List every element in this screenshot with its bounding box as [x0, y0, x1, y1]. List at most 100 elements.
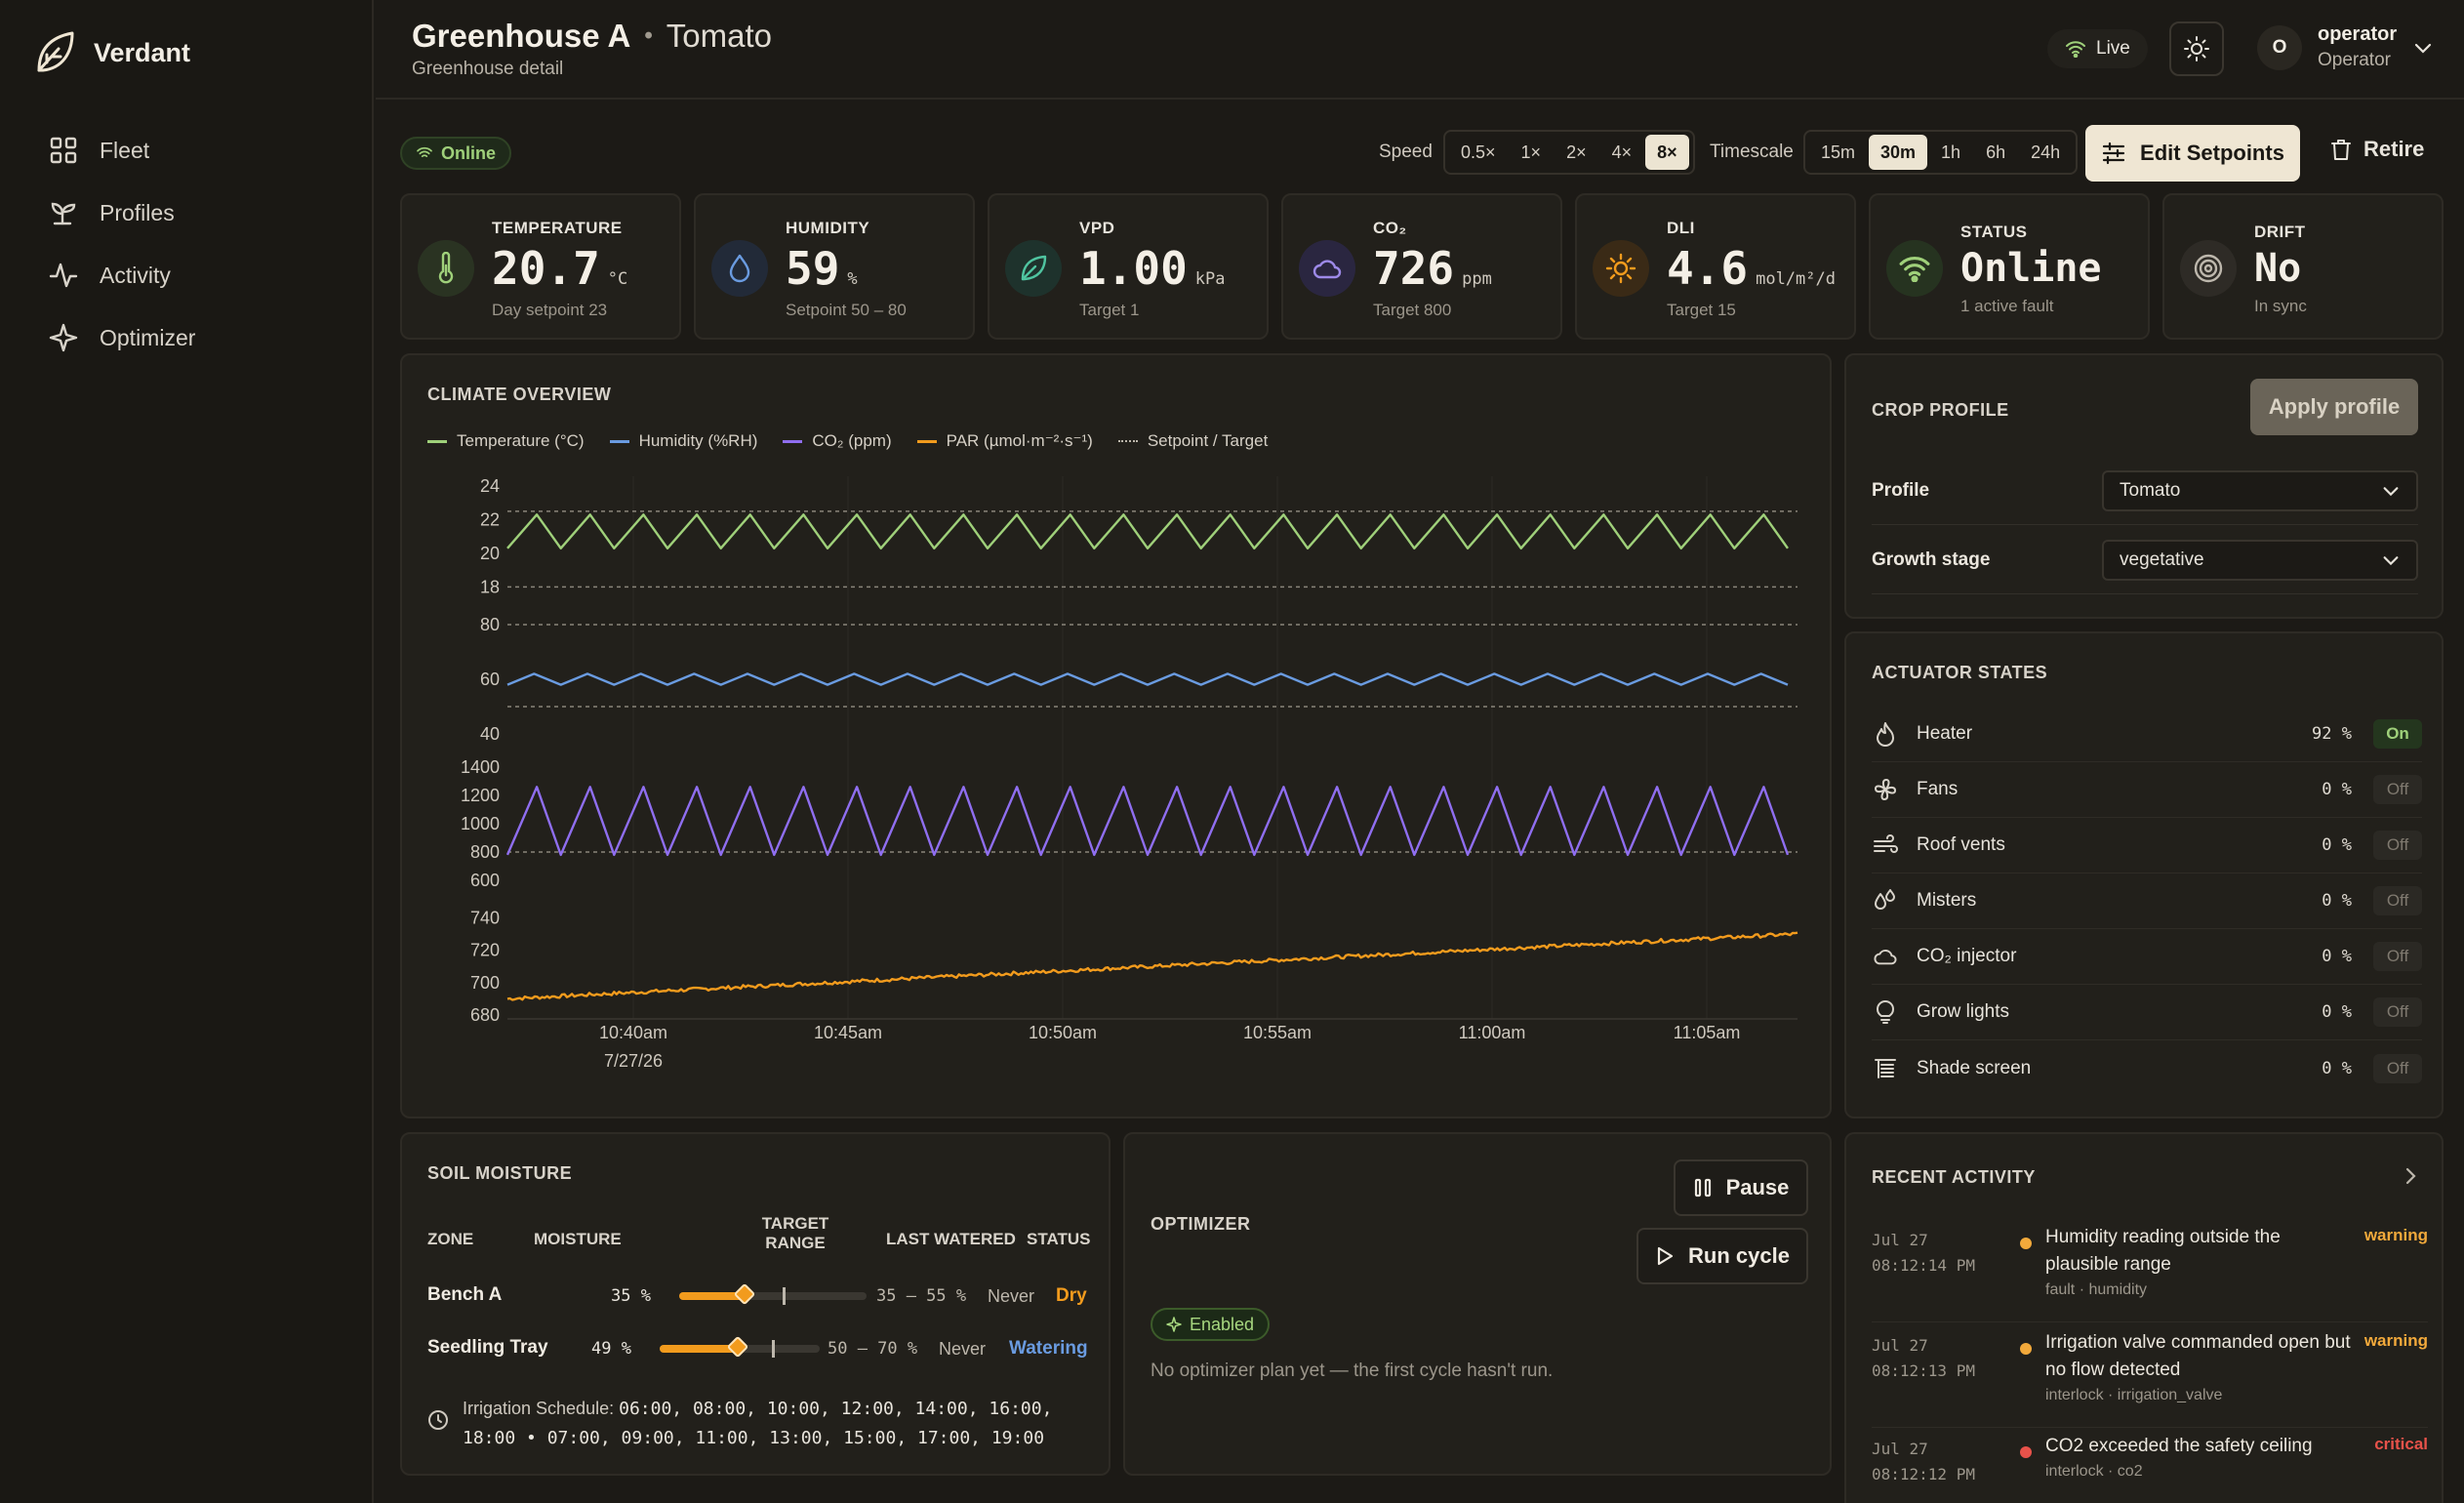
table-row[interactable]: Seedling Tray 49 % 50 – 70 % Never Water…: [427, 1329, 1101, 1368]
sun-icon: [2184, 36, 2209, 61]
legend-item[interactable]: Temperature (°C): [427, 431, 585, 451]
metric-caption: Setpoint 50 – 80: [786, 301, 907, 319]
zone-name: Seedling Tray: [427, 1337, 548, 1358]
speed-option[interactable]: 0.5×: [1461, 142, 1496, 162]
brand-name: Verdant: [94, 37, 191, 67]
timescale-option[interactable]: 15m: [1821, 142, 1856, 162]
list-item[interactable]: Jul 27 08:12:14 PM Humidity reading outsi…: [1872, 1224, 2428, 1321]
sidebar-item-label: Profiles: [100, 199, 175, 225]
chevron-down-icon: [2415, 43, 2432, 54]
run-cycle-label: Run cycle: [1688, 1243, 1790, 1268]
actuator-state-badge: Off: [2373, 775, 2422, 804]
actuator-state-badge: Off: [2373, 1053, 2422, 1083]
sidebar-item-fleet[interactable]: Fleet: [49, 119, 195, 182]
theme-toggle-button[interactable]: [2169, 21, 2224, 76]
edit-setpoints-button[interactable]: Edit Setpoints: [2085, 125, 2300, 182]
timescale-option[interactable]: 6h: [1986, 142, 2006, 162]
x-tick-label: 10:50am: [1029, 1023, 1097, 1042]
sidebar-item-optimizer[interactable]: Optimizer: [49, 306, 195, 369]
timescale-option-active[interactable]: 30m: [1869, 135, 1928, 170]
profile-select[interactable]: Tomato: [2102, 469, 2418, 511]
timescale-option[interactable]: 1h: [1941, 142, 1961, 162]
climate-chart[interactable]: 10:40am 10:45am 10:50am 10:55am 11:00am 11:05…: [402, 355, 1834, 1120]
timescale-option[interactable]: 24h: [2031, 142, 2061, 162]
actuator-state-badge: On: [2373, 719, 2422, 749]
sidebar-item-profiles[interactable]: Profiles: [49, 182, 195, 244]
pause-button[interactable]: Pause: [1674, 1159, 1808, 1216]
run-cycle-button[interactable]: Run cycle: [1636, 1228, 1808, 1284]
pause-icon: [1694, 1178, 1711, 1198]
legend-item[interactable]: Setpoint / Target: [1117, 431, 1268, 451]
growth-stage-value: vegetative: [2120, 548, 2204, 570]
metric-number: 1.00: [1079, 242, 1188, 295]
y-tick-label: 1200: [461, 786, 500, 805]
last-watered: Never: [988, 1286, 1035, 1306]
series-line: [505, 786, 1790, 857]
activity-time: 08:12:14 PM: [1872, 1256, 1975, 1275]
metric-card-vpd: VPD 1.00 kPa Target 1: [988, 193, 1269, 340]
moisture-bar-knob: [727, 1335, 749, 1359]
metric-card-temperature: TEMPERATURE 20.7 °C Day setpoint 23: [400, 193, 681, 340]
actuator-state-badge: Off: [2373, 942, 2422, 971]
actuator-pct: 0 %: [2322, 1058, 2352, 1078]
growth-stage-select[interactable]: vegetative: [2102, 539, 2418, 581]
actuator-row-fans: Fans 0 % Off: [1872, 762, 2422, 818]
column-header-zone: ZONE: [427, 1230, 474, 1248]
metric-caption: Day setpoint 23: [492, 301, 608, 319]
actuator-row-grow-lights: Grow lights 0 % Off: [1872, 985, 2422, 1040]
speed-option[interactable]: 2×: [1566, 142, 1587, 162]
sidebar-item-activity[interactable]: Activity: [49, 244, 195, 306]
chevron-right-icon[interactable]: [2401, 1165, 2420, 1187]
y-tick-label: 22: [480, 509, 500, 529]
timescale-selector: 15m 30m 1h 6h 24h: [1803, 130, 2079, 175]
retire-label: Retire: [2363, 137, 2425, 161]
actuator-name: Fans: [1917, 779, 1959, 799]
schedule-times-1: 06:00, 08:00, 10:00, 12:00, 14:00, 16:00…: [619, 1399, 1053, 1419]
trash-icon: [2331, 140, 2351, 160]
brand[interactable]: Verdant: [33, 29, 190, 76]
column-header-status: STATUS: [1027, 1230, 1091, 1248]
wifi-icon: [1886, 240, 1943, 297]
table-row[interactable]: Bench A 35 % 35 – 55 % Never Dry: [427, 1277, 1101, 1316]
column-header-moisture: MOISTURE: [534, 1230, 622, 1248]
user-menu[interactable]: O operator Operator: [2257, 23, 2434, 71]
actuator-state-badge: Off: [2373, 886, 2422, 915]
actuator-name: Heater: [1917, 723, 1973, 744]
moisture-bar-fill: [660, 1345, 739, 1353]
severity-dot: [2020, 1446, 2032, 1458]
activity-meta: fault · humidity: [2045, 1281, 2148, 1298]
metric-number: 20.7: [492, 242, 600, 295]
activity-message-text: Irrigation valve commanded open but no f…: [2045, 1332, 2351, 1380]
metric-caption: Target 1: [1079, 301, 1140, 319]
actuator-row-misters: Misters 0 % Off: [1872, 873, 2422, 929]
legend-item[interactable]: PAR (µmol·m⁻²·s⁻¹): [916, 431, 1093, 451]
pause-label: Pause: [1725, 1175, 1790, 1199]
legend-item[interactable]: CO₂ (ppm): [783, 431, 892, 451]
apply-profile-button[interactable]: Apply profile: [2250, 379, 2418, 435]
actuator-row-roof-vents: Roof vents 0 % Off: [1872, 818, 2422, 873]
moisture-bar: [679, 1282, 867, 1306]
series-line: [506, 672, 1789, 686]
list-item[interactable]: Jul 27 08:12:12 PM CO2 exceeded the safet…: [1872, 1433, 2428, 1501]
legend-item[interactable]: Humidity (%RH): [609, 431, 757, 451]
page-subtitle: Greenhouse detail: [412, 59, 564, 79]
metric-caption: In sync: [2254, 297, 2307, 315]
actuator-state-badge: Off: [2373, 997, 2422, 1027]
sidebar-item-label: Fleet: [100, 137, 150, 163]
speed-option[interactable]: 4×: [1611, 142, 1633, 162]
actuator-name: Shade screen: [1917, 1057, 2032, 1078]
retire-button[interactable]: Retire: [2330, 137, 2424, 162]
list-item[interactable]: Jul 27 08:12:13 PM Irrigation valve comma…: [1872, 1329, 2428, 1427]
optimizer-enabled-badge[interactable]: Enabled: [1151, 1308, 1271, 1341]
speed-option[interactable]: 1×: [1520, 142, 1542, 162]
climate-overview-card: CLIMATE OVERVIEW Temperature (°C) Humidi…: [400, 353, 1832, 1118]
optimizer-empty-text: No optimizer plan yet — the first cycle …: [1151, 1361, 1554, 1381]
speed-option-active[interactable]: 8×: [1645, 135, 1689, 170]
zone-name: Bench A: [427, 1284, 503, 1305]
y-tick-label: 680: [470, 1005, 500, 1025]
activity-meta: interlock · co2: [2045, 1463, 2143, 1480]
activity-time: 08:12:12 PM: [1872, 1465, 1975, 1483]
sun-icon: [1593, 240, 1649, 297]
irrigation-schedule: Irrigation Schedule: 06:00, 08:00, 10:00…: [427, 1394, 1052, 1453]
metric-value: 726 ppm: [1373, 242, 1492, 295]
